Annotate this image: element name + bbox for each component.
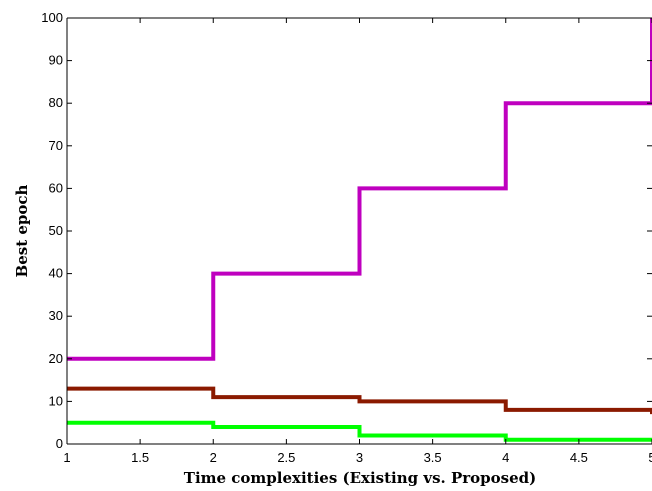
- y-tick-label: 90: [49, 53, 63, 68]
- y-tick-label: 50: [49, 223, 63, 238]
- y-tick-label: 40: [49, 266, 63, 281]
- x-tick-label: 3: [356, 450, 363, 465]
- y-tick-label: 70: [49, 138, 63, 153]
- x-tick-label: 1: [63, 450, 70, 465]
- series-line-2: [67, 386, 652, 415]
- x-tick-label: 2: [210, 450, 217, 465]
- x-axis-title: Time complexities (Existing vs. Proposed…: [184, 469, 536, 487]
- x-tick-label: 3.5: [424, 450, 442, 465]
- y-tick-label: 20: [49, 351, 63, 366]
- y-axis-title: Best epoch: [13, 184, 31, 277]
- x-tick-label: 2.5: [277, 450, 295, 465]
- series-line-1: [67, 18, 652, 361]
- y-tick-label: 0: [56, 436, 63, 451]
- y-ticks: 0 10 20 30 40 50 60 70 80 90 100: [41, 10, 652, 451]
- y-tick-label: 100: [41, 10, 63, 25]
- x-ticks: 1 1.5 2 2.5 3 3.5 4 4.5 5: [63, 18, 652, 465]
- y-tick-label: 80: [49, 95, 63, 110]
- x-tick-label: 4: [502, 450, 509, 465]
- y-tick-label: 10: [49, 393, 63, 408]
- y-tick-label: 60: [49, 180, 63, 195]
- x-tick-label: 5: [648, 450, 652, 465]
- x-tick-label: 1.5: [131, 450, 149, 465]
- x-tick-label: 4.5: [570, 450, 588, 465]
- y-tick-label: 30: [49, 308, 63, 323]
